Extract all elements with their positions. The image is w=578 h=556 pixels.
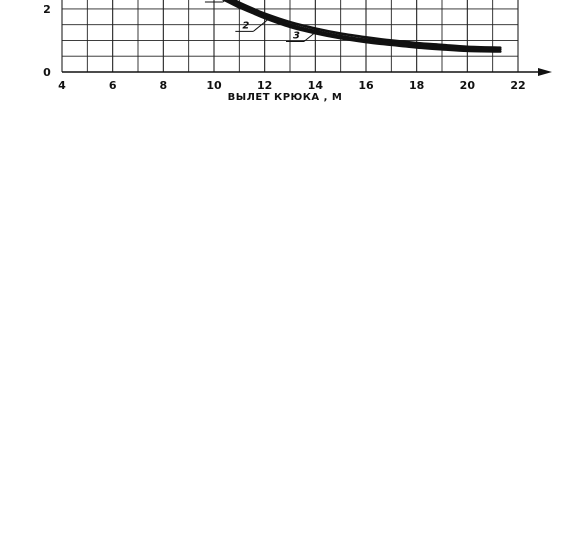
curve-label-leader [303, 28, 321, 42]
series-line-3 [221, 0, 502, 53]
curve-label-3: 3 [293, 30, 300, 41]
axes [62, 68, 552, 76]
y-tick-label: 0 [43, 66, 51, 79]
curve-label-1: 1 [212, 0, 219, 2]
x-tick-label: 18 [409, 79, 424, 92]
x-tick-label: 20 [460, 79, 476, 92]
grid [61, 0, 519, 73]
x-axis-arrow [538, 68, 552, 76]
x-tick-label: 4 [58, 79, 66, 92]
x-tick-label: 14 [308, 79, 324, 92]
curve-label-2: 2 [242, 20, 249, 31]
x-tick-label: 8 [160, 79, 168, 92]
series-line-2 [226, 0, 502, 51]
x-tick-label: 10 [206, 79, 222, 92]
x-tick-label: 6 [109, 79, 117, 92]
curve-label-leader [253, 17, 270, 32]
x-tick-label: 12 [257, 79, 272, 92]
x-tick-label: 16 [358, 79, 374, 92]
x-axis-title: ВЫЛЕТ КРЮКА , М [228, 92, 343, 103]
series [221, 0, 502, 53]
series-line-1 [231, 0, 502, 50]
x-tick-label: 22 [510, 79, 525, 92]
curve-labels: 1 2 3 [204, 0, 321, 42]
y-tick-label: 2 [43, 3, 51, 16]
